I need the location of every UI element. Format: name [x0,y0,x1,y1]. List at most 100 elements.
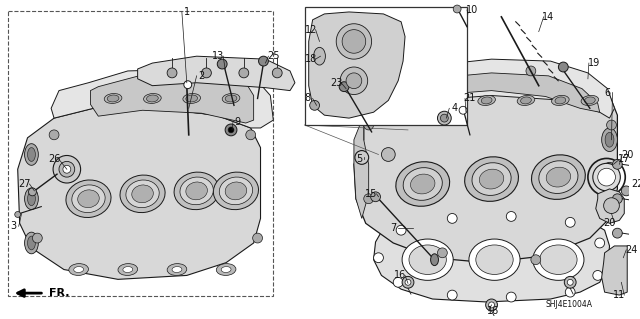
Ellipse shape [186,95,198,102]
Polygon shape [602,246,627,295]
Ellipse shape [69,263,88,275]
Circle shape [228,127,234,133]
Bar [8,11,273,296]
Circle shape [402,276,414,288]
Ellipse shape [533,239,584,280]
Ellipse shape [107,95,119,102]
Bar [305,7,467,125]
Circle shape [593,271,603,280]
Ellipse shape [167,263,187,275]
Ellipse shape [593,163,620,191]
Ellipse shape [314,47,325,65]
Ellipse shape [74,267,84,272]
Text: 8: 8 [305,93,311,103]
Text: 6: 6 [605,87,611,98]
Text: 27: 27 [19,179,31,189]
Circle shape [63,165,71,173]
Circle shape [604,198,620,213]
Text: 4: 4 [451,103,457,113]
Circle shape [381,148,396,161]
Ellipse shape [123,267,132,272]
Circle shape [49,130,59,140]
Ellipse shape [220,177,253,205]
Text: 14: 14 [543,12,555,22]
Ellipse shape [183,93,200,103]
Circle shape [559,62,568,72]
Circle shape [607,199,616,209]
Text: 1: 1 [184,7,190,17]
Ellipse shape [221,267,231,272]
Ellipse shape [403,97,413,104]
Text: 7: 7 [390,223,396,233]
Polygon shape [596,189,624,223]
Ellipse shape [552,95,569,106]
Ellipse shape [174,172,219,210]
Circle shape [253,233,262,243]
Ellipse shape [581,95,598,106]
Ellipse shape [222,93,240,103]
Circle shape [526,66,536,76]
Ellipse shape [478,95,495,106]
Circle shape [371,192,380,202]
Circle shape [167,68,177,78]
Circle shape [364,194,374,204]
Ellipse shape [481,97,492,104]
Ellipse shape [399,95,417,106]
Ellipse shape [118,263,138,275]
Polygon shape [51,69,273,128]
Text: 12: 12 [305,25,317,35]
Circle shape [567,279,573,285]
Ellipse shape [66,180,111,218]
Circle shape [396,225,406,235]
Circle shape [336,24,372,59]
Polygon shape [374,211,609,302]
Circle shape [531,255,541,264]
Circle shape [355,151,369,164]
Ellipse shape [602,128,618,152]
Text: 11: 11 [613,290,625,300]
Ellipse shape [186,182,207,200]
Circle shape [364,120,374,130]
Circle shape [565,218,575,227]
Polygon shape [374,73,600,112]
Ellipse shape [403,168,442,200]
Text: 19: 19 [588,58,600,68]
Ellipse shape [520,97,531,104]
Circle shape [564,276,576,288]
Text: 16: 16 [488,306,500,316]
Ellipse shape [598,168,616,186]
Circle shape [346,73,362,89]
Text: 13: 13 [212,51,225,61]
Ellipse shape [410,174,435,194]
Text: 10: 10 [466,5,478,15]
Ellipse shape [540,245,577,274]
Text: 9: 9 [235,117,241,127]
Text: SHJ4E1004A: SHJ4E1004A [546,300,593,309]
Circle shape [273,68,282,78]
Circle shape [607,120,616,130]
Ellipse shape [24,188,38,210]
Ellipse shape [216,263,236,275]
Circle shape [340,67,368,94]
Circle shape [53,155,81,183]
Ellipse shape [476,245,513,274]
Ellipse shape [72,185,105,212]
Text: 17: 17 [618,154,630,164]
Circle shape [393,278,403,287]
Circle shape [246,130,255,140]
Text: 25: 25 [267,51,280,61]
Circle shape [621,186,631,196]
Circle shape [447,290,457,300]
Circle shape [486,299,497,311]
Polygon shape [354,115,369,219]
Ellipse shape [555,97,566,104]
Circle shape [612,160,622,169]
Polygon shape [308,12,405,118]
Ellipse shape [120,175,165,212]
Circle shape [339,82,349,92]
Ellipse shape [472,163,511,196]
Ellipse shape [143,93,161,103]
Ellipse shape [132,185,154,203]
Ellipse shape [225,95,237,102]
Polygon shape [18,108,260,279]
